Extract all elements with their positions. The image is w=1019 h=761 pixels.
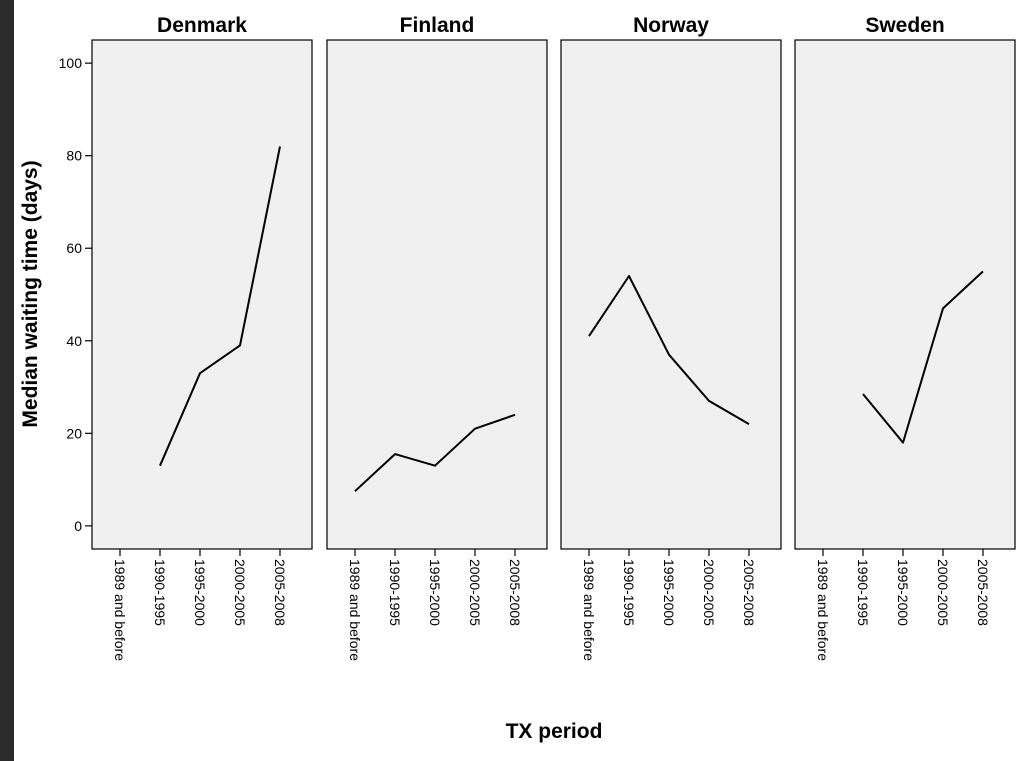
x-tick-label: 1989 and before xyxy=(815,559,831,661)
x-tick-label: 1990-1995 xyxy=(387,559,403,626)
panel-denmark: Denmark 1989 and before 1990-1995 1995-2000… xyxy=(91,14,313,661)
panel-title: Finland xyxy=(400,14,475,37)
x-tick-label: 1990-1995 xyxy=(621,559,637,626)
panel-frame xyxy=(91,39,313,550)
series-line-norway xyxy=(588,275,750,425)
x-tick-label: 2000-2005 xyxy=(467,559,483,626)
x-tick-label: 2000-2005 xyxy=(701,559,717,626)
faceted-line-chart: 0 20 40 60 80 100 Denmark 1989 and before 1990-1… xyxy=(19,14,1016,743)
x-tick-label: 2000-2005 xyxy=(935,559,951,626)
x-tick-label: 2005-2008 xyxy=(741,559,757,626)
panel-title: Norway xyxy=(633,14,709,37)
y-tick-label: 20 xyxy=(66,425,82,441)
y-tick-label: 100 xyxy=(59,55,83,71)
y-axis: 0 20 40 60 80 100 xyxy=(59,55,92,534)
panel-title: Denmark xyxy=(157,14,247,37)
panel-title: Sweden xyxy=(865,14,944,37)
panel-frame xyxy=(326,39,548,550)
x-tick-label: 2005-2008 xyxy=(507,559,523,626)
x-tick-label: 1995-2000 xyxy=(661,559,677,626)
y-tick-label: 80 xyxy=(66,148,82,164)
x-tick-label: 1995-2000 xyxy=(895,559,911,626)
series-line-finland xyxy=(354,413,516,492)
x-tick-label: 1989 and before xyxy=(581,559,597,661)
x-tick-label: 1989 and before xyxy=(112,559,128,661)
x-tick-label: 2005-2008 xyxy=(975,559,991,626)
x-tick-label: 2005-2008 xyxy=(272,559,288,626)
x-tick-label: 1989 and before xyxy=(347,559,363,661)
x-axis-label: TX period xyxy=(506,720,603,743)
panel-frame xyxy=(560,39,782,550)
panel-norway: Norway 1989 and before 1990-1995 1995-2000 2… xyxy=(560,14,782,661)
y-tick-label: 60 xyxy=(66,240,82,256)
x-tick-label: 1995-2000 xyxy=(427,559,443,626)
series-line-sweden xyxy=(862,270,984,444)
x-tick-label: 1990-1995 xyxy=(855,559,871,626)
panel-sweden: Sweden 1989 and before 1990-1995 1995-2000 2… xyxy=(794,14,1016,661)
panel-finland: Finland 1989 and before 1990-1995 1995-2000… xyxy=(326,14,548,661)
panel-frame xyxy=(794,39,1016,550)
y-tick-label: 0 xyxy=(74,518,82,534)
x-tick-label: 2000-2005 xyxy=(232,559,248,626)
series-line-denmark xyxy=(159,146,281,467)
x-tick-label: 1995-2000 xyxy=(192,559,208,626)
y-axis-label: Median waiting time (days) xyxy=(19,160,42,427)
y-tick-label: 40 xyxy=(66,333,82,349)
chart-figure: 0 20 40 60 80 100 Denmark 1989 and before 1990-1… xyxy=(14,0,1019,761)
x-tick-label: 1990-1995 xyxy=(152,559,168,626)
